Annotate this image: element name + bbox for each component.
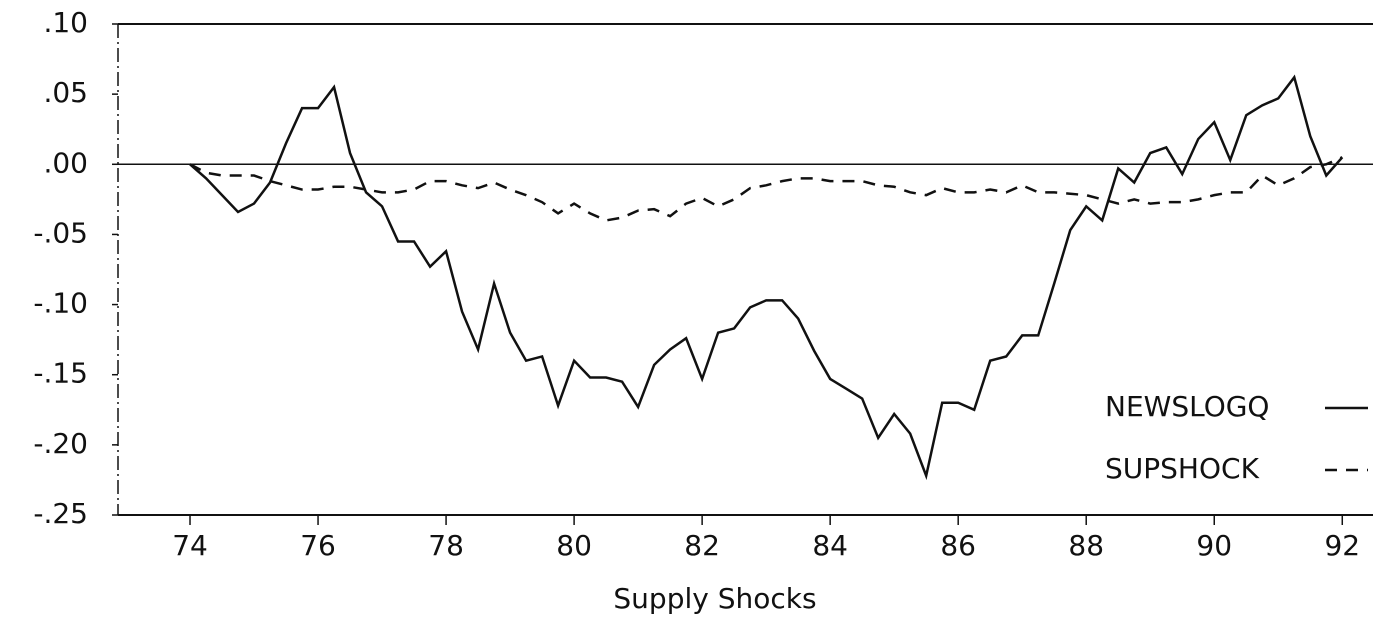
- series-line: [189, 156, 1343, 222]
- x-tick-label: 88: [1068, 529, 1104, 562]
- x-tick-label: 90: [1196, 529, 1232, 562]
- x-tick-label: 78: [428, 529, 464, 562]
- x-tick-label: 84: [812, 529, 848, 562]
- y-tick-label: .05: [43, 76, 88, 109]
- x-tick-label: 92: [1324, 529, 1360, 562]
- legend-label: SUPSHOCK: [1105, 452, 1260, 485]
- x-tick-label: 74: [172, 529, 208, 562]
- x-tick-label: 82: [684, 529, 720, 562]
- legend-label: NEWSLOGQ: [1105, 390, 1269, 423]
- x-tick-label: 76: [300, 529, 336, 562]
- y-tick-label: -.15: [33, 357, 88, 390]
- y-tick-label: -.05: [33, 216, 88, 249]
- y-tick-label: -.10: [33, 287, 88, 320]
- y-tick-label: .00: [43, 146, 88, 179]
- x-tick-label: 86: [940, 529, 976, 562]
- x-axis-label: Supply Shocks: [613, 582, 816, 615]
- x-tick-label: 80: [556, 529, 592, 562]
- y-tick-label: -.20: [33, 427, 88, 460]
- y-tick-label: -.25: [33, 497, 88, 530]
- y-tick-label: .10: [43, 6, 88, 39]
- series-line: [189, 74, 1344, 481]
